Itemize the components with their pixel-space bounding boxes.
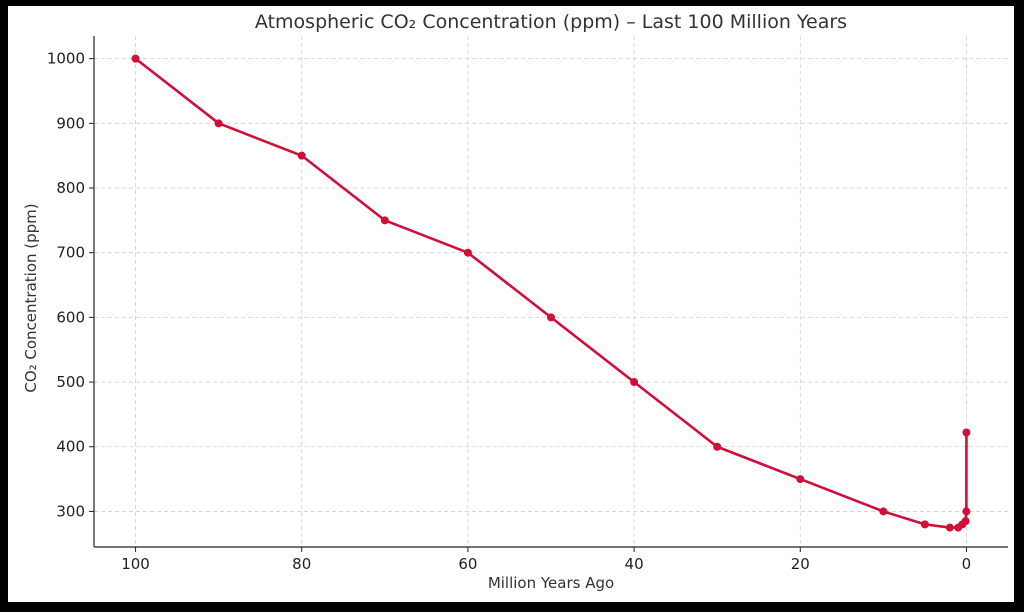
chart-frame: Atmospheric CO₂ Concentration (ppm) – La… — [8, 6, 1014, 602]
co2-series-line — [134, 57, 968, 529]
data-point — [463, 248, 472, 257]
data-point — [962, 507, 971, 516]
data-point — [713, 442, 722, 451]
chart-title: Atmospheric CO₂ Concentration (ppm) – La… — [255, 11, 847, 33]
data-point — [214, 119, 223, 128]
data-point — [962, 428, 971, 437]
y-tick-label: 400 — [56, 438, 85, 456]
y-tick-label: 500 — [56, 373, 85, 391]
data-point — [961, 517, 970, 526]
axes-layer: 300 400 500 600 700 800 900 1000 100 80 60 40 20 0 — [47, 36, 1008, 573]
y-tick-label: 600 — [56, 308, 85, 326]
y-tick-label: 300 — [56, 502, 85, 520]
data-point — [920, 520, 929, 529]
x-tick-label: 0 — [962, 555, 972, 573]
data-point — [945, 523, 954, 532]
data-point — [380, 216, 389, 225]
y-tick-label: 900 — [56, 114, 85, 132]
co2-line-chart: Atmospheric CO₂ Concentration (ppm) – La… — [22, 11, 1008, 592]
x-tick-label: 80 — [292, 555, 311, 573]
x-tick-label: 60 — [458, 555, 477, 573]
x-tick-label: 20 — [791, 555, 810, 573]
data-point — [297, 151, 306, 160]
y-tick-label: 700 — [56, 244, 85, 262]
series-layer — [131, 54, 971, 532]
y-tick-label: 800 — [56, 179, 85, 197]
data-point — [547, 313, 555, 322]
y-tick-label: 1000 — [47, 50, 85, 68]
x-axis-label: Million Years Ago — [488, 574, 614, 592]
data-point — [796, 475, 805, 484]
data-point — [879, 507, 888, 516]
x-tick-label: 100 — [121, 555, 150, 573]
grid-layer — [94, 36, 1008, 547]
data-point — [131, 54, 140, 63]
data-point — [630, 378, 639, 387]
y-axis-label: CO₂ Concentration (ppm) — [22, 203, 40, 392]
x-tick-label: 40 — [625, 555, 644, 573]
